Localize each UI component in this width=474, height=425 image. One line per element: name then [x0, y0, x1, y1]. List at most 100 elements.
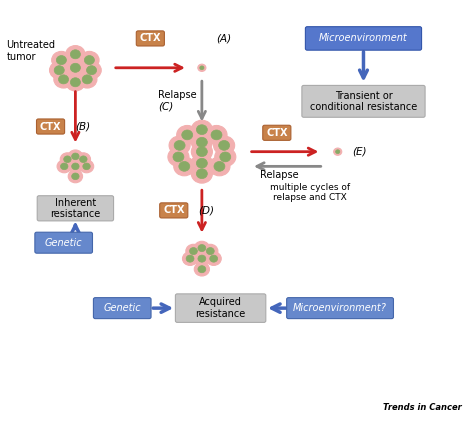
Circle shape	[196, 169, 207, 178]
Circle shape	[191, 164, 212, 183]
Circle shape	[82, 62, 101, 79]
Circle shape	[206, 125, 227, 145]
Circle shape	[206, 252, 221, 266]
Circle shape	[191, 120, 212, 139]
Circle shape	[49, 62, 69, 79]
Circle shape	[82, 75, 92, 84]
Circle shape	[54, 71, 73, 88]
Circle shape	[214, 162, 225, 171]
Circle shape	[336, 150, 340, 153]
Circle shape	[196, 137, 207, 147]
Circle shape	[173, 152, 184, 162]
Circle shape	[84, 56, 94, 65]
Text: (A): (A)	[216, 34, 231, 43]
Circle shape	[174, 157, 195, 176]
Text: Microenvironment?: Microenvironment?	[293, 303, 387, 313]
Text: Acquired
resistance: Acquired resistance	[195, 298, 246, 319]
Text: CTX: CTX	[40, 122, 61, 131]
Circle shape	[191, 142, 212, 161]
Text: CTX: CTX	[163, 205, 184, 215]
Circle shape	[198, 266, 206, 273]
Circle shape	[198, 255, 206, 262]
FancyBboxPatch shape	[35, 232, 92, 253]
FancyBboxPatch shape	[263, 125, 291, 140]
Circle shape	[214, 136, 235, 155]
Circle shape	[78, 71, 97, 88]
Circle shape	[60, 153, 74, 166]
Text: Genetic: Genetic	[45, 238, 82, 248]
Circle shape	[66, 45, 85, 63]
FancyBboxPatch shape	[137, 31, 164, 46]
Circle shape	[194, 241, 210, 255]
Circle shape	[72, 173, 79, 180]
Circle shape	[196, 158, 207, 168]
Text: Inherent
resistance: Inherent resistance	[50, 198, 100, 219]
Text: multiple cycles of
relapse and CTX: multiple cycles of relapse and CTX	[270, 183, 350, 202]
Circle shape	[203, 244, 218, 258]
Circle shape	[211, 130, 222, 140]
Text: Trends in Cancer: Trends in Cancer	[383, 403, 462, 412]
Circle shape	[210, 255, 218, 262]
Circle shape	[179, 162, 190, 171]
Circle shape	[58, 75, 69, 84]
Circle shape	[79, 160, 94, 173]
Circle shape	[68, 150, 82, 163]
Circle shape	[196, 125, 207, 135]
Text: Transient or
conditional resistance: Transient or conditional resistance	[310, 91, 417, 112]
Circle shape	[177, 125, 198, 145]
Circle shape	[198, 244, 206, 252]
Text: (D): (D)	[199, 205, 215, 215]
FancyBboxPatch shape	[305, 27, 421, 50]
Circle shape	[70, 50, 81, 59]
Circle shape	[169, 136, 190, 155]
Circle shape	[220, 152, 231, 162]
Circle shape	[198, 64, 206, 71]
Circle shape	[87, 66, 97, 75]
Text: CTX: CTX	[139, 34, 161, 43]
Circle shape	[57, 160, 72, 173]
Text: Genetic: Genetic	[103, 303, 141, 313]
Text: Untreated
tumor: Untreated tumor	[7, 40, 55, 62]
Circle shape	[54, 66, 64, 75]
Circle shape	[186, 255, 194, 262]
FancyBboxPatch shape	[302, 85, 425, 117]
Circle shape	[66, 74, 85, 91]
Circle shape	[72, 163, 79, 170]
Circle shape	[68, 160, 82, 173]
Circle shape	[66, 59, 85, 76]
Circle shape	[83, 163, 90, 170]
Circle shape	[68, 170, 82, 183]
Circle shape	[64, 156, 71, 163]
FancyBboxPatch shape	[160, 203, 188, 218]
FancyBboxPatch shape	[287, 298, 393, 319]
Circle shape	[76, 153, 91, 166]
Circle shape	[182, 130, 193, 140]
Circle shape	[182, 252, 198, 266]
FancyBboxPatch shape	[36, 119, 64, 134]
Circle shape	[70, 78, 81, 87]
Circle shape	[194, 262, 210, 276]
Text: (B): (B)	[75, 122, 91, 131]
FancyBboxPatch shape	[37, 196, 114, 221]
Circle shape	[196, 147, 207, 156]
Circle shape	[186, 244, 201, 258]
Circle shape	[191, 133, 212, 152]
Circle shape	[72, 153, 79, 160]
FancyBboxPatch shape	[93, 298, 151, 319]
FancyBboxPatch shape	[175, 294, 266, 323]
Text: Relapse: Relapse	[260, 170, 299, 180]
Circle shape	[80, 51, 99, 69]
Text: (C): (C)	[158, 102, 173, 112]
Circle shape	[191, 154, 212, 173]
Text: (E): (E)	[352, 147, 366, 157]
Circle shape	[200, 66, 204, 70]
Circle shape	[56, 56, 66, 65]
Circle shape	[52, 51, 71, 69]
Circle shape	[209, 157, 230, 176]
Circle shape	[61, 163, 68, 170]
Circle shape	[168, 147, 189, 166]
Text: Relapse: Relapse	[158, 90, 197, 100]
Circle shape	[70, 63, 81, 72]
Circle shape	[80, 156, 87, 163]
Circle shape	[190, 247, 197, 255]
